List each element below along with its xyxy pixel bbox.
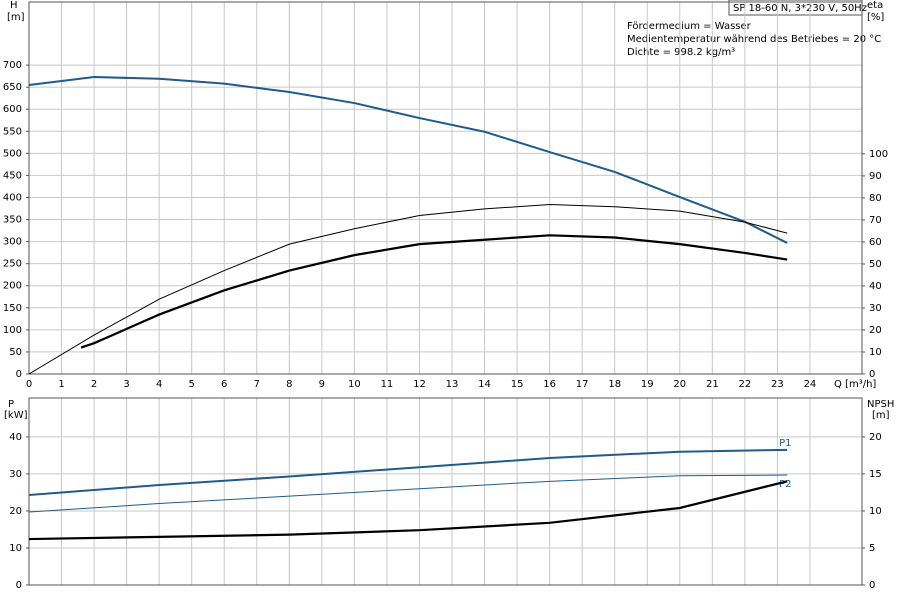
- x-tick-label: 22: [738, 379, 751, 390]
- curve: [28, 474, 788, 513]
- y2-label: NPSH: [867, 399, 894, 410]
- y2-tick-label: 80: [869, 193, 882, 204]
- x-tick-label: 11: [381, 379, 394, 390]
- y2-tick-label: 0: [869, 369, 875, 380]
- y-tick-label: 20: [9, 506, 22, 517]
- y2-tick-label: 40: [869, 281, 882, 292]
- y-tick-label: 0: [16, 580, 22, 591]
- annotation: Fördermedium = Wasser: [627, 21, 752, 32]
- curve: [28, 480, 788, 541]
- series-label: P2: [779, 479, 791, 490]
- x-tick-label: 1: [58, 379, 64, 390]
- y2-tick-label: 30: [869, 303, 882, 314]
- y-tick-label: 600: [3, 104, 22, 115]
- x-tick-label: 19: [641, 379, 654, 390]
- curve: [28, 448, 788, 497]
- y-tick-label: 650: [3, 82, 22, 93]
- y2-unit: [m]: [872, 410, 890, 421]
- y2-tick-label: 0: [869, 580, 875, 591]
- y-tick-label: 400: [3, 192, 22, 203]
- x-tick-label: 10: [348, 379, 361, 390]
- y2-tick-label: 70: [869, 215, 882, 226]
- y2-tick-label: 10: [869, 347, 882, 358]
- x-tick-label: 8: [286, 379, 292, 390]
- x-tick-label: 23: [771, 379, 784, 390]
- y-tick-label: 150: [3, 303, 22, 314]
- x-tick-label: 5: [189, 379, 195, 390]
- x-tick-label: 24: [804, 379, 817, 390]
- y-tick-label: 0: [16, 369, 22, 380]
- x-tick-label: 12: [413, 379, 426, 390]
- y-tick-label: 250: [3, 259, 22, 270]
- x-tick-label: 14: [478, 379, 491, 390]
- y2-unit: [%]: [867, 12, 884, 23]
- x-tick-label: 9: [319, 379, 325, 390]
- y2-label: eta: [867, 0, 883, 11]
- y-unit: [kW]: [4, 410, 28, 421]
- chart-title: SP 18-60 N, 3*230 V, 50Hz: [733, 3, 867, 14]
- x-tick-label: 6: [221, 379, 227, 390]
- y2-tick-label: 5: [869, 543, 875, 554]
- y2-tick-label: 15: [869, 469, 882, 480]
- y-tick-label: 500: [3, 148, 22, 159]
- x-tick-label: 15: [511, 379, 524, 390]
- y-unit: [m]: [7, 12, 25, 23]
- y-label: P: [8, 399, 14, 410]
- annotation: Dichte = 998.2 kg/m³: [627, 47, 735, 58]
- y-tick-label: 40: [9, 432, 22, 443]
- y-tick-label: 350: [3, 215, 22, 226]
- series-label: P1: [779, 438, 791, 449]
- x-tick-label: 18: [608, 379, 621, 390]
- x-tick-label: 17: [576, 379, 589, 390]
- annotation: Medientemperatur während des Betriebes =…: [627, 34, 881, 45]
- x-tick-label: 3: [123, 379, 129, 390]
- plot-frame: [28, 397, 863, 586]
- x-tick-label: 16: [543, 379, 556, 390]
- x-tick-label: 13: [446, 379, 459, 390]
- y-tick-label: 550: [3, 126, 22, 137]
- y-tick-label: 300: [3, 237, 22, 248]
- x-tick-label: 2: [91, 379, 97, 390]
- plot-frame: [28, 1, 863, 375]
- curve: [28, 76, 788, 244]
- y2-tick-label: 100: [869, 149, 888, 160]
- y-tick-label: 30: [9, 469, 22, 480]
- y2-tick-label: 10: [869, 506, 882, 517]
- y-tick-label: 700: [3, 60, 22, 71]
- y-tick-label: 450: [3, 170, 22, 181]
- x-tick-label: 4: [156, 379, 162, 390]
- y-tick-label: 10: [9, 543, 22, 554]
- y2-tick-label: 20: [869, 325, 882, 336]
- curve: [28, 204, 788, 375]
- y2-tick-label: 20: [869, 432, 882, 443]
- y2-tick-label: 60: [869, 237, 882, 248]
- curve: [80, 234, 788, 349]
- y2-tick-label: 50: [869, 259, 882, 270]
- y-label: H: [10, 0, 18, 11]
- y-tick-label: 200: [3, 281, 22, 292]
- x-tick-label: 7: [254, 379, 260, 390]
- x-label: Q [m³/h]: [834, 379, 876, 390]
- x-tick-label: 21: [706, 379, 719, 390]
- x-tick-label: 0: [26, 379, 32, 390]
- y-tick-label: 100: [3, 325, 22, 336]
- y-tick-label: 50: [9, 347, 22, 358]
- x-tick-label: 20: [673, 379, 686, 390]
- y2-tick-label: 90: [869, 171, 882, 182]
